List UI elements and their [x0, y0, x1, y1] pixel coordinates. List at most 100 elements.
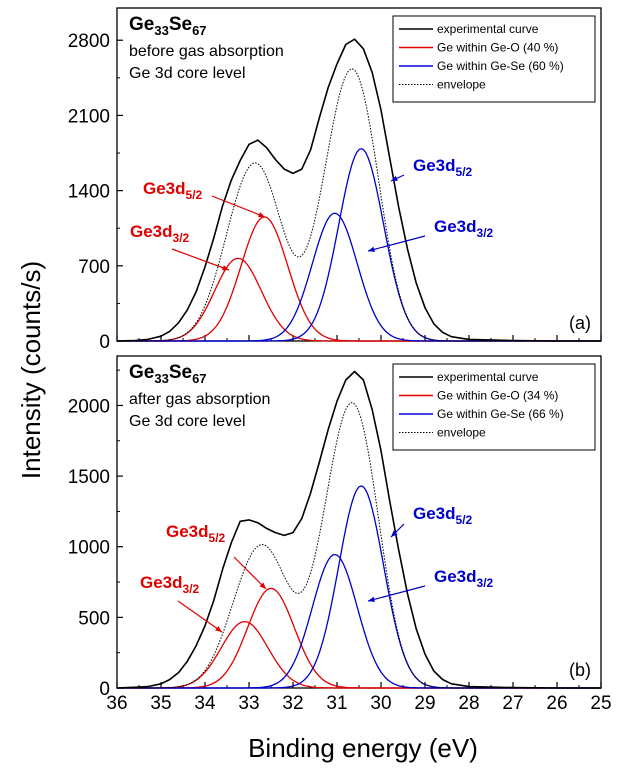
peak-label-subscript: 3/2 — [173, 231, 190, 245]
legend-box — [392, 363, 596, 451]
peak-label-subscript: 5/2 — [456, 513, 473, 527]
fit-peak-1 — [117, 620, 601, 689]
y-axis-title: Intensity (counts/s) — [16, 261, 46, 479]
peak-label: Ge3d3/2 — [130, 222, 190, 245]
x-tick-label: 34 — [194, 693, 216, 714]
y-tick-label: 0 — [99, 332, 110, 353]
x-tick-label: 36 — [106, 693, 127, 714]
peak-label: Ge3d3/2 — [434, 567, 494, 590]
peak-arrow — [367, 585, 426, 602]
peak-label-main: Ge3d — [413, 156, 456, 175]
compound-subscript: 33 — [154, 371, 168, 386]
legend-entry: Ge within Ge-O (34 %) — [437, 389, 558, 403]
compound-subscript: 67 — [192, 371, 206, 386]
envelope-curve — [117, 68, 601, 342]
peak-arrowhead — [215, 626, 222, 632]
peak-arrowhead — [391, 175, 398, 181]
legend-entry: envelope — [437, 78, 486, 92]
x-tick-label: 29 — [414, 693, 435, 714]
x-tick-label: 26 — [546, 693, 567, 714]
peak-label-main: Ge3d — [434, 217, 477, 236]
annotation-line: after gas absorption — [129, 391, 270, 408]
fit-peak-4 — [117, 147, 601, 342]
compound-element: Ge — [129, 14, 154, 35]
compound-element: Se — [169, 14, 192, 35]
peak-label-subscript: 3/2 — [183, 582, 200, 596]
y-tick-label: 700 — [78, 257, 110, 278]
experimental-curve — [116, 38, 601, 342]
x-tick-label: 27 — [502, 693, 523, 714]
panel-b: 36 35 34 33 32 31 30 29 28 27 26 25 0 500 1000 1500 2000… — [68, 355, 612, 714]
legend-entry: Ge within Ge-Se (66 %) — [437, 407, 564, 421]
y-tick-label: 2000 — [68, 396, 110, 417]
x-tick-label: 33 — [238, 693, 259, 714]
compound-element: Ge — [129, 362, 154, 383]
fit-peak-3 — [117, 553, 601, 689]
x-tick-label: 31 — [326, 693, 347, 714]
peak-arrow — [233, 556, 267, 590]
y-tick-label: 2100 — [68, 106, 110, 127]
panel-a: 0700140021002800Ge3d3/2Ge3d5/2Ge3d3/2Ge3… — [68, 7, 602, 353]
peak-arrowhead — [259, 582, 266, 589]
peak-arrowhead — [368, 246, 375, 252]
legend-entry: Ge within Ge-Se (60 %) — [437, 59, 564, 73]
panel-tag: (b) — [569, 660, 591, 680]
peak-label-main: Ge3d — [143, 179, 186, 198]
x-tick-label: 32 — [282, 693, 303, 714]
x-tick-label: 35 — [150, 693, 171, 714]
peak-label: Ge3d5/2 — [143, 179, 203, 202]
peak-label: Ge3d3/2 — [434, 217, 494, 240]
x-tick-label: 25 — [590, 693, 611, 714]
peak-label: Ge3d3/2 — [140, 573, 200, 596]
peak-arrow — [177, 600, 223, 633]
annotation-line: Ge 3d core level — [129, 65, 246, 82]
peak-arrowhead — [222, 265, 229, 271]
peak-label-main: Ge3d — [166, 522, 209, 541]
panel-tag: (a) — [569, 313, 591, 333]
compound-subscript: 33 — [154, 23, 168, 38]
legend-entry: Ge within Ge-O (40 %) — [437, 41, 558, 55]
peak-label-subscript: 3/2 — [477, 226, 494, 240]
legend-box — [392, 15, 596, 103]
peak-label-subscript: 5/2 — [456, 165, 473, 179]
y-tick-label: 0 — [99, 679, 110, 700]
x-tick-label: 28 — [458, 693, 479, 714]
peak-label: Ge3d5/2 — [413, 504, 473, 527]
peak-arrowhead — [368, 596, 375, 602]
annotation-line: Ge 3d core level — [129, 413, 246, 430]
compound-label: Ge33Se67 — [129, 14, 207, 38]
experimental-curve — [116, 370, 601, 689]
compound-subscript: 67 — [192, 23, 206, 38]
peak-label: Ge3d5/2 — [413, 156, 473, 179]
peak-arrowhead — [391, 530, 398, 537]
y-tick-label: 500 — [78, 608, 110, 629]
legend-entry: experimental curve — [437, 370, 539, 384]
legend-entry: envelope — [437, 426, 486, 440]
fit-peak-2 — [117, 587, 601, 689]
y-tick-label: 1000 — [68, 538, 110, 559]
peak-label-main: Ge3d — [434, 567, 477, 586]
peak-label-subscript: 3/2 — [477, 576, 494, 590]
y-tick-label: 1400 — [68, 182, 110, 203]
peak-label-main: Ge3d — [130, 222, 173, 241]
y-tick-label: 2800 — [68, 31, 110, 52]
compound-label: Ge33Se67 — [129, 362, 207, 386]
fit-peak-3 — [117, 212, 601, 342]
y-tick-label: 1500 — [68, 467, 110, 488]
peak-arrow — [211, 195, 266, 218]
peak-arrow — [171, 248, 230, 271]
compound-element: Se — [169, 362, 192, 383]
annotation-line: before gas absorption — [129, 43, 284, 60]
peak-arrowhead — [258, 212, 265, 218]
peak-label-subscript: 5/2 — [209, 531, 226, 545]
peak-label-main: Ge3d — [140, 573, 183, 592]
peak-arrow — [367, 235, 426, 252]
x-tick-label: 30 — [370, 693, 391, 714]
x-axis-title: Binding energy (eV) — [248, 733, 478, 763]
peak-label: Ge3d5/2 — [166, 522, 226, 545]
peak-label-subscript: 5/2 — [186, 188, 203, 202]
legend-entry: experimental curve — [437, 22, 539, 36]
peak-label-main: Ge3d — [413, 504, 456, 523]
fit-peak-2 — [117, 216, 601, 342]
